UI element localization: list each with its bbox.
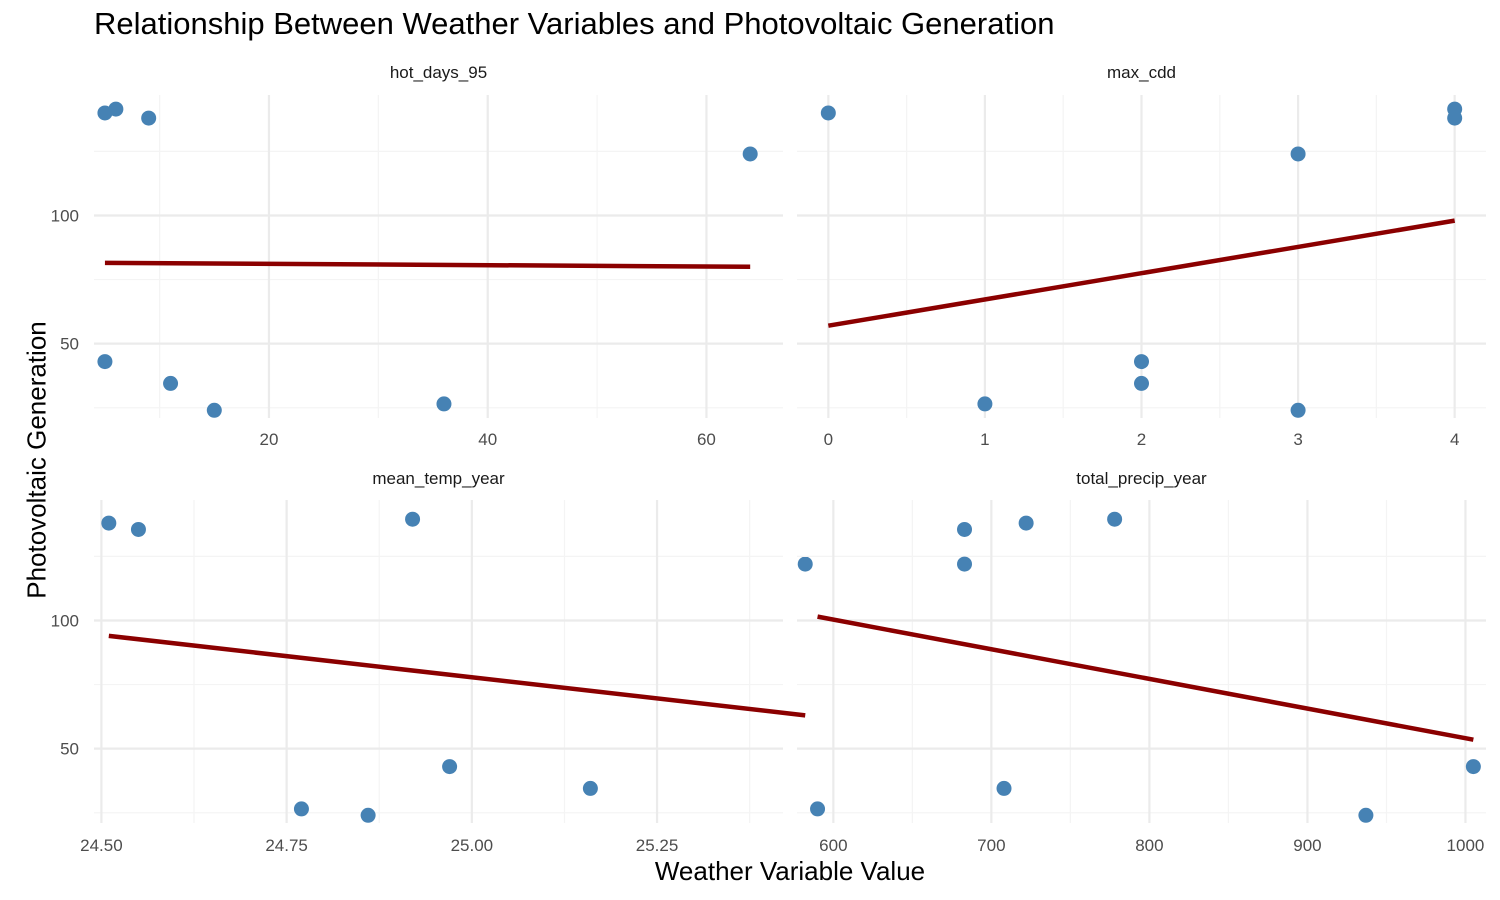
data-point xyxy=(108,101,124,117)
x-tick-label: 1 xyxy=(980,430,989,449)
data-point xyxy=(957,521,973,537)
data-point xyxy=(1290,146,1306,162)
data-point xyxy=(436,396,452,412)
data-point xyxy=(820,105,836,121)
x-tick-label: 25.25 xyxy=(636,836,679,855)
y-tick-label: 100 xyxy=(51,611,79,630)
x-tick-label: 3 xyxy=(1293,430,1302,449)
fit-line xyxy=(108,633,806,718)
data-point xyxy=(141,110,157,126)
data-point xyxy=(742,146,758,162)
x-tick-label: 600 xyxy=(819,836,847,855)
data-point xyxy=(957,556,973,572)
facet-label: mean_temp_year xyxy=(372,469,505,488)
data-point xyxy=(206,402,222,418)
data-point xyxy=(1018,515,1034,531)
x-tick-label: 40 xyxy=(478,430,497,449)
data-point xyxy=(405,511,421,527)
x-tick-label: 700 xyxy=(977,836,1005,855)
data-point xyxy=(582,780,598,796)
fit-line xyxy=(827,218,1456,328)
data-point xyxy=(1134,375,1149,391)
data-point xyxy=(293,801,309,817)
data-point xyxy=(1134,354,1149,370)
data-point xyxy=(130,521,146,537)
data-point xyxy=(797,556,813,572)
x-tick-label: 4 xyxy=(1450,430,1459,449)
data-point xyxy=(360,807,376,823)
x-tick-label: 60 xyxy=(697,430,716,449)
facet-label: max_cdd xyxy=(1107,63,1176,82)
data-point xyxy=(1465,759,1481,775)
fit-line xyxy=(817,614,1474,742)
x-tick-label: 1000 xyxy=(1447,836,1485,855)
x-tick-label: 25.00 xyxy=(451,836,494,855)
x-tick-label: 800 xyxy=(1135,836,1163,855)
y-tick-label: 50 xyxy=(60,740,79,759)
data-point xyxy=(101,515,117,531)
data-point xyxy=(996,780,1012,796)
x-tick-label: 2 xyxy=(1137,430,1146,449)
data-point xyxy=(1447,110,1463,126)
data-point xyxy=(977,396,993,412)
data-point xyxy=(163,375,179,391)
data-point xyxy=(97,354,113,370)
x-tick-label: 20 xyxy=(260,430,279,449)
x-tick-label: 900 xyxy=(1293,836,1321,855)
data-point xyxy=(442,759,458,775)
y-axis-label: Photovoltaic Generation xyxy=(21,321,52,599)
facet-label: total_precip_year xyxy=(1076,469,1207,488)
chart-title: Relationship Between Weather Variables a… xyxy=(94,6,1055,41)
facet-label: hot_days_95 xyxy=(390,63,487,82)
x-tick-label: 0 xyxy=(824,430,833,449)
data-point xyxy=(1107,511,1123,527)
x-axis-label: Weather Variable Value xyxy=(654,856,926,886)
x-tick-label: 24.50 xyxy=(80,836,123,855)
data-point xyxy=(1290,402,1306,418)
y-tick-label: 50 xyxy=(60,335,79,354)
data-point xyxy=(810,801,826,817)
fit-line xyxy=(104,260,751,270)
x-tick-label: 24.75 xyxy=(265,836,308,855)
y-tick-label: 100 xyxy=(51,206,79,225)
data-point xyxy=(1358,807,1374,823)
